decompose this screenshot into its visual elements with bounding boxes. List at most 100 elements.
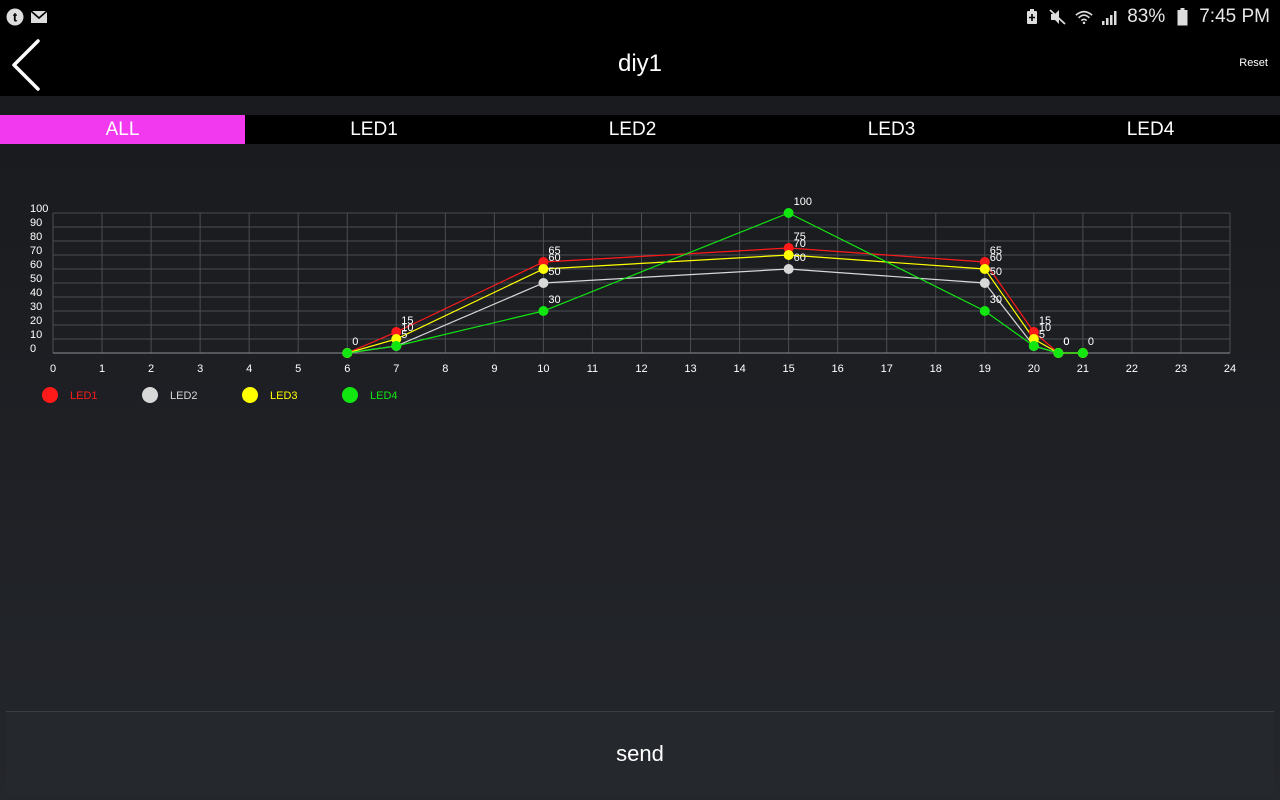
data-point-led4 — [342, 348, 353, 358]
y-tick-label: 80 — [30, 231, 42, 243]
data-point-led1 — [391, 327, 402, 337]
data-label-led2: 5 — [1039, 329, 1045, 341]
data-label-led4: 100 — [794, 196, 812, 208]
send-button[interactable]: send — [6, 711, 1274, 795]
data-label-led3: 10 — [401, 322, 413, 334]
data-label-led3: 10 — [1039, 322, 1051, 334]
data-point-led4 — [783, 208, 794, 218]
series-line-led3 — [347, 254, 1083, 354]
battery-icon — [1173, 8, 1191, 26]
data-point-led1 — [538, 257, 549, 267]
y-tick-label: 90 — [30, 217, 42, 229]
x-tick-label: 0 — [50, 363, 56, 375]
chart-svg: 0 1 2 3 4 5 6 7 8 9 10 11 12 13 14 15 16 17 18 19 20 21 22 23 24… — [30, 196, 1236, 403]
status-right: 83% 7:45 PM — [1023, 6, 1270, 28]
tab-all[interactable]: ALL — [0, 115, 245, 144]
x-tick-label: 8 — [442, 363, 448, 375]
series-line-led1 — [347, 247, 1083, 354]
x-tick-label: 7 — [393, 363, 399, 375]
battery-saver-icon — [1023, 8, 1041, 26]
tab-led1[interactable]: LED1 — [350, 118, 398, 140]
data-point-led4 — [1028, 341, 1039, 351]
reset-button[interactable]: Reset — [1239, 57, 1268, 69]
data-label-led2: 60 — [794, 252, 806, 264]
tab-led4[interactable]: LED4 — [1126, 118, 1175, 140]
x-tick-label: 16 — [832, 363, 844, 375]
x-tick-label: 13 — [684, 363, 696, 375]
x-tick-label: 4 — [246, 363, 252, 375]
y-tick-label: 50 — [30, 273, 42, 285]
data-point-led2 — [979, 278, 990, 288]
status-bar: t 83% 7:45 PM — [0, 0, 1280, 34]
data-label-led3: 60 — [548, 252, 560, 264]
app-header: diy1 Reset — [0, 34, 1280, 96]
legend-swatch-led2 — [142, 387, 158, 403]
status-left: t — [6, 8, 48, 26]
data-label-led1: 75 — [794, 231, 806, 243]
data-label-led3: 60 — [990, 252, 1002, 264]
y-tick-label: 0 — [30, 343, 36, 355]
x-tick-label: 10 — [537, 363, 549, 375]
wifi-icon — [1075, 8, 1093, 26]
tumblr-icon: t — [6, 8, 24, 26]
x-tick-label: 21 — [1077, 363, 1089, 375]
data-point-led4 — [1053, 348, 1064, 358]
svg-text:t: t — [13, 10, 18, 25]
tab-led3[interactable]: LED3 — [867, 118, 916, 140]
data-point-led2 — [783, 264, 794, 274]
data-label-led4: 30 — [990, 294, 1002, 306]
x-tick-label: 14 — [733, 363, 745, 375]
data-label-led1: 15 — [401, 315, 413, 327]
data-point-led3 — [391, 334, 402, 344]
data-point-led3 — [1028, 334, 1039, 344]
data-point-led3 — [979, 264, 990, 274]
schedule-chart[interactable]: 0 1 2 3 4 5 6 7 8 9 10 11 12 13 14 15 16 17 18 19 20 21 22 23 24… — [0, 180, 1280, 420]
data-point-led3 — [783, 250, 794, 260]
x-tick-label: 19 — [979, 363, 991, 375]
data-label-led3: 70 — [794, 238, 806, 250]
legend-label-led2: LED2 — [170, 390, 198, 402]
y-tick-label: 100 — [30, 203, 48, 215]
data-label-led4: 30 — [548, 294, 560, 306]
x-tick-label: 17 — [881, 363, 893, 375]
data-label-led1: 65 — [548, 245, 560, 257]
x-tick-label: 9 — [491, 363, 497, 375]
x-tick-label: 2 — [148, 363, 154, 375]
x-tick-label: 18 — [930, 363, 942, 375]
data-point-led4 — [979, 306, 990, 316]
data-point-led4 — [1077, 348, 1088, 358]
legend-label-led3: LED3 — [270, 390, 298, 402]
x-tick-label: 1 — [99, 363, 105, 375]
x-tick-label: 20 — [1028, 363, 1040, 375]
data-label-led4: 0 — [1088, 336, 1094, 348]
y-tick-label: 40 — [30, 287, 42, 299]
legend-label-led4: LED4 — [370, 390, 398, 402]
data-point-led4 — [391, 341, 402, 351]
y-tick-label: 60 — [30, 259, 42, 271]
y-tick-label: 20 — [30, 315, 42, 327]
tab-led2[interactable]: LED2 — [608, 118, 657, 140]
data-label-led1: 0 — [352, 336, 358, 348]
x-tick-label: 23 — [1175, 363, 1187, 375]
y-tick-label: 10 — [30, 329, 42, 341]
x-tick-label: 6 — [344, 363, 350, 375]
data-label-led4: 0 — [1063, 336, 1069, 348]
legend-swatch-led3 — [242, 387, 258, 403]
x-tick-label: 12 — [635, 363, 647, 375]
legend-label-led1: LED1 — [70, 390, 98, 402]
data-label-led2: 50 — [990, 266, 1002, 278]
data-point-led1 — [783, 243, 794, 253]
legend-swatch-led1 — [42, 387, 58, 403]
clock-time: 7:45 PM — [1199, 6, 1270, 27]
signal-icon — [1101, 8, 1119, 26]
x-tick-label: 5 — [295, 363, 301, 375]
data-point-led1 — [979, 257, 990, 267]
x-tick-label: 11 — [587, 363, 598, 375]
data-label-led3: 0 — [1063, 336, 1069, 348]
data-label-led1: 15 — [1039, 315, 1051, 327]
back-button[interactable] — [4, 36, 48, 94]
data-label-led2: 5 — [401, 329, 407, 341]
data-label-led1: 65 — [990, 245, 1002, 257]
tab-bar: ALL LED1 LED2 LED3 LED4 — [0, 115, 1280, 144]
x-tick-label: 3 — [197, 363, 203, 375]
